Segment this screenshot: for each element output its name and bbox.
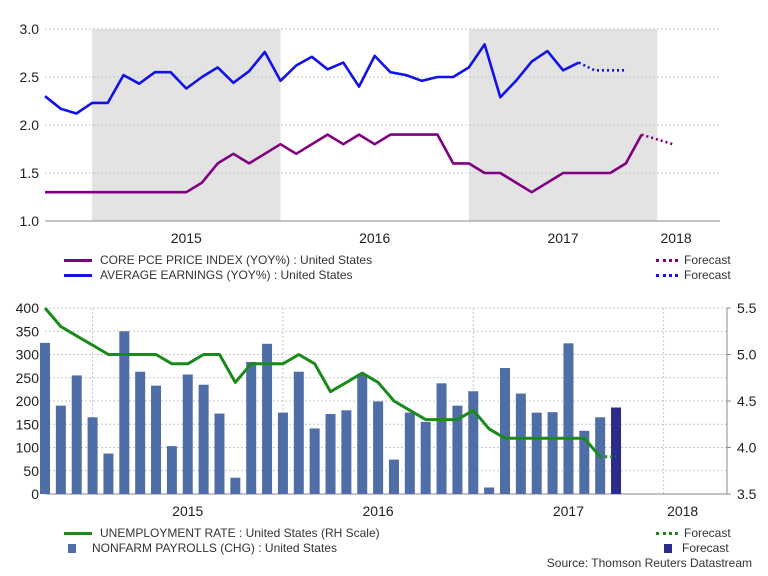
- unemployment-legend-swatch: [64, 531, 92, 535]
- payrolls-bar: [579, 430, 590, 494]
- payrolls-bar: [55, 405, 66, 494]
- payrolls-bar: [277, 412, 288, 494]
- payrolls-bar: [499, 367, 510, 494]
- bottom-y-tick-label: 400: [16, 300, 40, 316]
- payrolls-bar: [151, 385, 162, 494]
- payrolls-bar: [182, 374, 193, 494]
- payrolls-bar: [230, 477, 241, 494]
- payrolls-bar: [71, 375, 82, 494]
- bottom-y2-tick-label: 3.5: [737, 486, 757, 502]
- payrolls-bar: [119, 331, 130, 494]
- payrolls-bar: [198, 384, 209, 494]
- legend-pce-forecast: Forecast: [656, 253, 731, 267]
- bottom-y-tick-label: 250: [16, 370, 40, 386]
- top-x-year-label: 2016: [359, 230, 390, 246]
- bottom-y2-tick-label: 4.5: [737, 393, 757, 409]
- bottom-y-tick-label: 200: [16, 393, 40, 409]
- pce-legend-label: CORE PCE PRICE INDEX (YOY%) : United Sta…: [100, 253, 373, 267]
- payrolls-bar: [341, 410, 352, 494]
- payrolls-bar: [103, 453, 114, 494]
- earnings-series-line: [44, 43, 580, 115]
- top-x-year-label: 2018: [661, 230, 692, 246]
- bottom-x-year-label: 2017: [553, 503, 584, 519]
- bottom-y-tick-label: 100: [16, 440, 40, 456]
- bottom-y-tick-label: 0: [31, 486, 39, 502]
- legend-payrolls-forecast: Forecast: [664, 541, 729, 555]
- payrolls-bar: [262, 343, 273, 494]
- bottom-x-year-label: 2015: [172, 503, 203, 519]
- top-y-tick-label: 3.0: [20, 21, 40, 37]
- top-y-tick-label: 2.0: [20, 117, 40, 133]
- bottom-y2-tick-label: 5.5: [737, 300, 757, 316]
- payrolls-bar: [293, 371, 304, 494]
- top-y-tick-label: 1.0: [20, 213, 40, 229]
- legend-earnings: AVERAGE EARNINGS (YOY%) : United States: [64, 268, 353, 282]
- bottom-y-tick-label: 350: [16, 323, 40, 339]
- top-y-tick-label: 1.5: [20, 165, 40, 181]
- legend-pce: CORE PCE PRICE INDEX (YOY%) : United Sta…: [64, 253, 372, 267]
- bottom-y-tick-label: 150: [16, 416, 40, 432]
- earnings-legend-swatch: [64, 273, 92, 277]
- legend-earnings-forecast: Forecast: [656, 268, 731, 282]
- unemployment-series-line: [43, 307, 602, 458]
- bottom-y2-tick-label: 4.0: [737, 440, 757, 456]
- pce-forecast-swatch: [656, 258, 678, 262]
- top-x-year-label: 2017: [547, 230, 578, 246]
- payrolls-bar: [484, 487, 495, 494]
- payrolls-forecast-label: Forecast: [682, 541, 729, 555]
- payrolls-bar: [166, 446, 177, 494]
- payrolls-bar: [404, 412, 415, 494]
- earnings-forecast-line: [578, 61, 626, 72]
- payrolls-bar: [87, 417, 98, 494]
- payrolls-bar: [563, 343, 574, 494]
- legend-unemployment: UNEMPLOYMENT RATE : United States (RH Sc…: [64, 526, 380, 540]
- unemployment-forecast-swatch: [656, 531, 678, 535]
- payrolls-bar: [420, 421, 431, 494]
- payrolls-bar: [135, 371, 146, 494]
- legend-payrolls: NONFARM PAYROLLS (CHG) : United States: [64, 541, 337, 555]
- payrolls-bar: [214, 413, 225, 494]
- pce-forecast-line: [641, 133, 674, 146]
- payrolls-bar: [468, 391, 479, 494]
- payrolls-bar: [325, 414, 336, 494]
- bottom-y-tick-label: 300: [16, 347, 40, 363]
- earnings-legend-label: AVERAGE EARNINGS (YOY%) : United States: [100, 268, 353, 282]
- payrolls-forecast-swatch: [664, 543, 672, 553]
- payrolls-bar: [436, 383, 447, 494]
- payrolls-legend-swatch: [68, 543, 76, 553]
- bottom-x-year-label: 2016: [363, 503, 394, 519]
- bottom-x-year-label: 2018: [667, 503, 698, 519]
- payrolls-forecast-bar: [611, 407, 622, 494]
- top-y-tick-label: 2.5: [20, 69, 40, 85]
- payrolls-bar: [515, 393, 526, 494]
- legend-unemployment-forecast: Forecast: [656, 526, 731, 540]
- bottom-y2-tick-label: 5.0: [737, 347, 757, 363]
- pce-legend-swatch: [64, 258, 92, 262]
- earnings-forecast-label: Forecast: [684, 268, 731, 282]
- payrolls-bar: [40, 342, 50, 494]
- payrolls-bar: [388, 459, 399, 494]
- bottom-y-tick-label: 50: [23, 463, 39, 479]
- earnings-forecast-swatch: [656, 273, 678, 277]
- source-note: Source: Thomson Reuters Datastream: [546, 556, 752, 570]
- pce-series-line: [45, 133, 643, 194]
- unemployment-forecast-label: Forecast: [684, 526, 731, 540]
- payrolls-bar: [547, 412, 558, 494]
- payrolls-bar: [309, 428, 320, 494]
- payrolls-legend-label: NONFARM PAYROLLS (CHG) : United States: [92, 541, 337, 555]
- pce-forecast-label: Forecast: [684, 253, 731, 267]
- top-x-year-label: 2015: [171, 230, 202, 246]
- unemployment-legend-label: UNEMPLOYMENT RATE : United States (RH Sc…: [100, 526, 380, 540]
- payrolls-bar: [373, 401, 384, 494]
- payrolls-bar: [246, 361, 257, 494]
- payrolls-bar: [531, 412, 542, 494]
- payrolls-bar: [357, 374, 368, 494]
- payrolls-bar: [452, 405, 463, 494]
